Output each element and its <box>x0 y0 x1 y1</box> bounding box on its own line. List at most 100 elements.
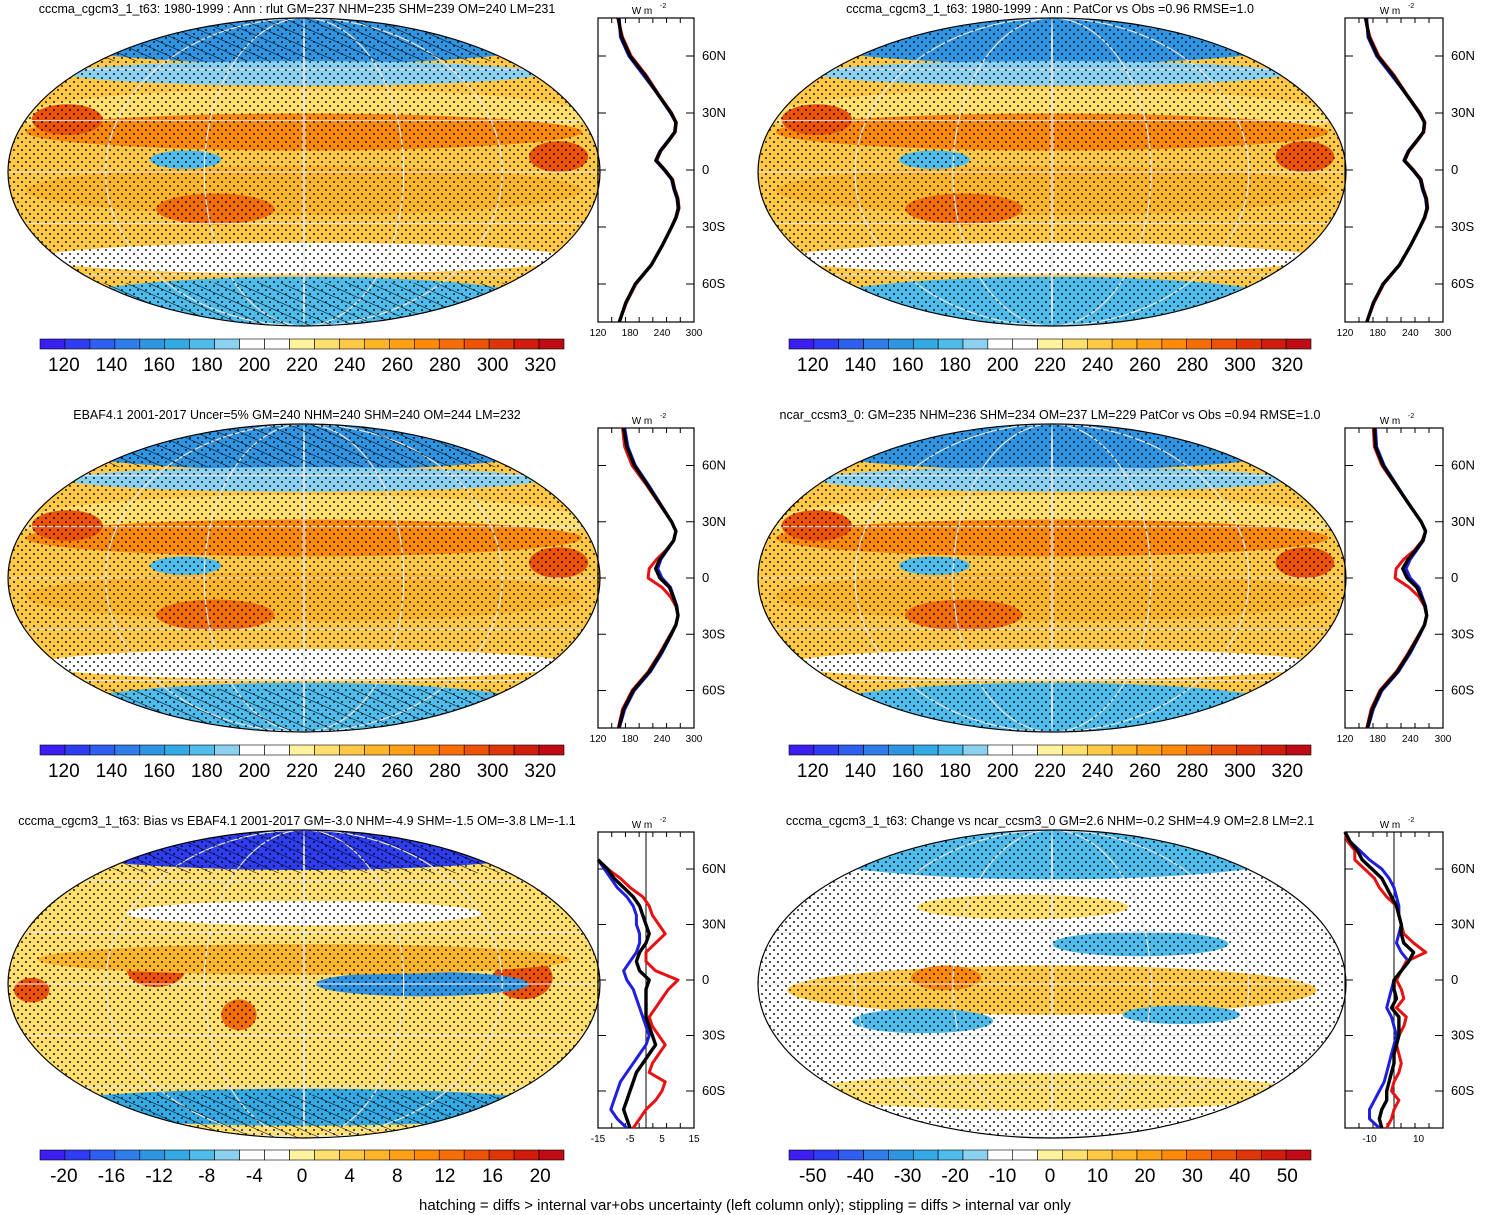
colorbar-swatch <box>488 1149 515 1161</box>
x-tick-label: 180 <box>1369 734 1386 745</box>
colorbar-tick-label: 10 <box>1087 1166 1108 1187</box>
colorbar-tick-label: -4 <box>246 1166 263 1187</box>
colorbar-swatch <box>214 744 240 756</box>
colorbar-swatch <box>413 744 440 756</box>
x-tick-label: 240 <box>1402 734 1419 745</box>
profile-line <box>1365 17 1429 323</box>
colorbar-tick-label: -20 <box>50 1166 77 1187</box>
colorbar-swatch <box>1086 1149 1113 1161</box>
map-field <box>758 424 1346 732</box>
profile-line <box>1343 831 1428 1129</box>
latitude-label: 0 <box>1451 162 1458 177</box>
colorbar-tick-label: 160 <box>143 761 175 782</box>
x-tick-label: 120 <box>1337 328 1354 339</box>
colorbar-tick-label: 200 <box>987 355 1019 376</box>
colorbar: 120 140 160 180 200 220 240 260 280 300 320 <box>788 744 1312 782</box>
colorbar-swatch <box>962 338 989 350</box>
colorbar-swatch <box>912 744 939 756</box>
colorbar-swatch <box>788 338 815 350</box>
latitude-label: 0 <box>702 570 709 585</box>
latitude-label: 60S <box>1451 276 1474 291</box>
colorbar-swatch <box>89 338 116 350</box>
colorbar-tick-label: 240 <box>334 355 366 376</box>
x-tick-label: -5 <box>626 1134 635 1145</box>
x-tick-label: 10 <box>1413 1134 1425 1145</box>
zonal-mean-panel: 60N 30N 0 30S 60S -10 10 W m -2 <box>1343 817 1475 1145</box>
unit-exponent: -2 <box>660 413 666 420</box>
colorbar-swatch <box>339 744 365 756</box>
hatching <box>8 688 600 732</box>
colorbar-tick-label: 40 <box>1229 1166 1250 1187</box>
colorbar-swatch <box>1161 744 1188 756</box>
colorbar-tick-label: -30 <box>894 1166 921 1187</box>
hatching <box>8 830 600 874</box>
x-tick-label: 300 <box>1435 734 1452 745</box>
colorbar-tick-label: 220 <box>286 761 318 782</box>
colorbar-tick-label: 0 <box>1045 1166 1056 1187</box>
stippling <box>758 424 1346 732</box>
colorbar-swatch <box>438 338 465 350</box>
colorbar-tick-label: 30 <box>1182 1166 1203 1187</box>
colorbar-swatch <box>1260 338 1287 350</box>
colorbar-swatch <box>538 1149 565 1161</box>
colorbar-swatch <box>813 1149 840 1161</box>
colorbar-swatch <box>389 744 415 756</box>
latitude-label: 60N <box>702 861 726 876</box>
unit-label: W m <box>1380 6 1401 17</box>
figure-footer: hatching = diffs > internal var+obs unce… <box>419 1197 1071 1214</box>
colorbar-swatch <box>937 1149 964 1161</box>
map-title: ncar_ccsm3_0: GM=235 NHM=236 SHM=234 OM=… <box>780 408 1321 422</box>
map-field <box>758 18 1346 326</box>
colorbar-tick-label: 140 <box>96 355 128 376</box>
colorbar-swatch <box>513 744 540 756</box>
colorbar-swatch <box>1111 1149 1138 1161</box>
profile-line <box>1363 17 1430 323</box>
colorbar-tick-label: 120 <box>797 355 829 376</box>
zonal-mean-panel: 60N 30N 0 30S 60S -15 -5 5 15 W m -2 <box>591 817 726 1145</box>
colorbar-swatch <box>1161 1149 1188 1161</box>
colorbar-swatch <box>863 338 889 350</box>
colorbar-tick-label: 280 <box>1177 761 1209 782</box>
colorbar-tick-label: -20 <box>941 1166 968 1187</box>
colorbar-tick-label: 160 <box>143 355 175 376</box>
colorbar-tick-label: 240 <box>334 761 366 782</box>
colorbar-tick-label: -10 <box>989 1166 1016 1187</box>
colorbar-swatch <box>1211 744 1237 756</box>
colorbar-swatch <box>1136 744 1163 756</box>
map-title: cccma_cgcm3_1_t63: Change vs ncar_ccsm3_… <box>786 814 1314 828</box>
colorbar-swatch <box>364 338 390 350</box>
profile-line <box>1364 17 1429 323</box>
colorbar-tick-label: 12 <box>434 1166 455 1187</box>
latitude-label: 30S <box>1451 626 1474 641</box>
colorbar-swatch <box>339 338 365 350</box>
colorbar-swatch <box>413 1149 440 1161</box>
map-field <box>8 18 600 326</box>
colorbar-swatch <box>1260 744 1287 756</box>
colorbar-tick-label: 200 <box>239 761 271 782</box>
colorbar-swatch <box>962 1149 989 1161</box>
latitude-label: 60S <box>702 276 725 291</box>
colorbar-swatch <box>1111 744 1138 756</box>
zonal-mean-panel: 60N 30N 0 30S 60S 120 180 240 300 W m -2 <box>1337 413 1475 745</box>
colorbar-swatch <box>987 338 1014 350</box>
colorbar-swatch <box>1086 744 1113 756</box>
colorbar-swatch <box>1186 744 1212 756</box>
colorbar-swatch <box>987 1149 1014 1161</box>
latitude-label: 30S <box>702 219 725 234</box>
colorbar-swatch <box>239 338 265 350</box>
zonal-mean-panel: 60N 30N 0 30S 60S 120 180 240 300 W m -2 <box>590 413 726 745</box>
colorbar-swatch <box>364 744 390 756</box>
colorbar-tick-label: 180 <box>939 355 971 376</box>
colorbar-swatch <box>788 744 815 756</box>
colorbar-swatch <box>289 744 315 756</box>
colorbar-swatch <box>463 338 490 350</box>
colorbar-swatch <box>164 338 191 350</box>
colorbar-tick-label: 200 <box>239 355 271 376</box>
latitude-label: 0 <box>1451 570 1458 585</box>
colorbar-tick-label: -16 <box>98 1166 125 1187</box>
colorbar-swatch <box>788 1149 815 1161</box>
colorbar: -50 -40 -30 -20 -10 0 10 20 30 40 50 <box>788 1149 1312 1187</box>
x-tick-label: 120 <box>1337 734 1354 745</box>
colorbar-swatch <box>513 338 540 350</box>
